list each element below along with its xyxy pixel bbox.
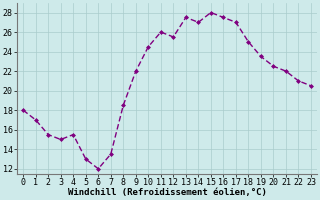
X-axis label: Windchill (Refroidissement éolien,°C): Windchill (Refroidissement éolien,°C): [68, 188, 267, 197]
